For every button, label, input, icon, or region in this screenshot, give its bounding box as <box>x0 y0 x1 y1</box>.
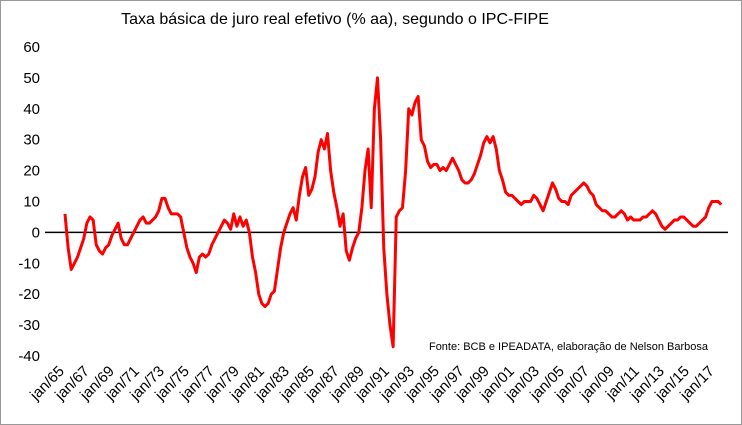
y-tick-label: 30 <box>23 132 40 149</box>
y-tick-label: 10 <box>23 194 40 211</box>
y-tick-label: 20 <box>23 163 40 180</box>
series-line <box>63 76 723 349</box>
y-tick-label: -10 <box>18 255 40 272</box>
y-tick-label: 40 <box>23 101 40 118</box>
y-tick-label: 60 <box>23 39 40 56</box>
y-tick-label: -30 <box>18 317 40 334</box>
y-tick-label: -20 <box>18 286 40 303</box>
y-tick-label: -40 <box>18 348 40 365</box>
y-tick-label: 50 <box>23 70 40 87</box>
y-tick-label: 0 <box>32 224 40 241</box>
chart-title: Taxa básica de juro real efetivo (% aa),… <box>121 11 549 28</box>
annotation: Fonte: BCB e IPEADATA, elaboração de Nel… <box>429 341 709 353</box>
